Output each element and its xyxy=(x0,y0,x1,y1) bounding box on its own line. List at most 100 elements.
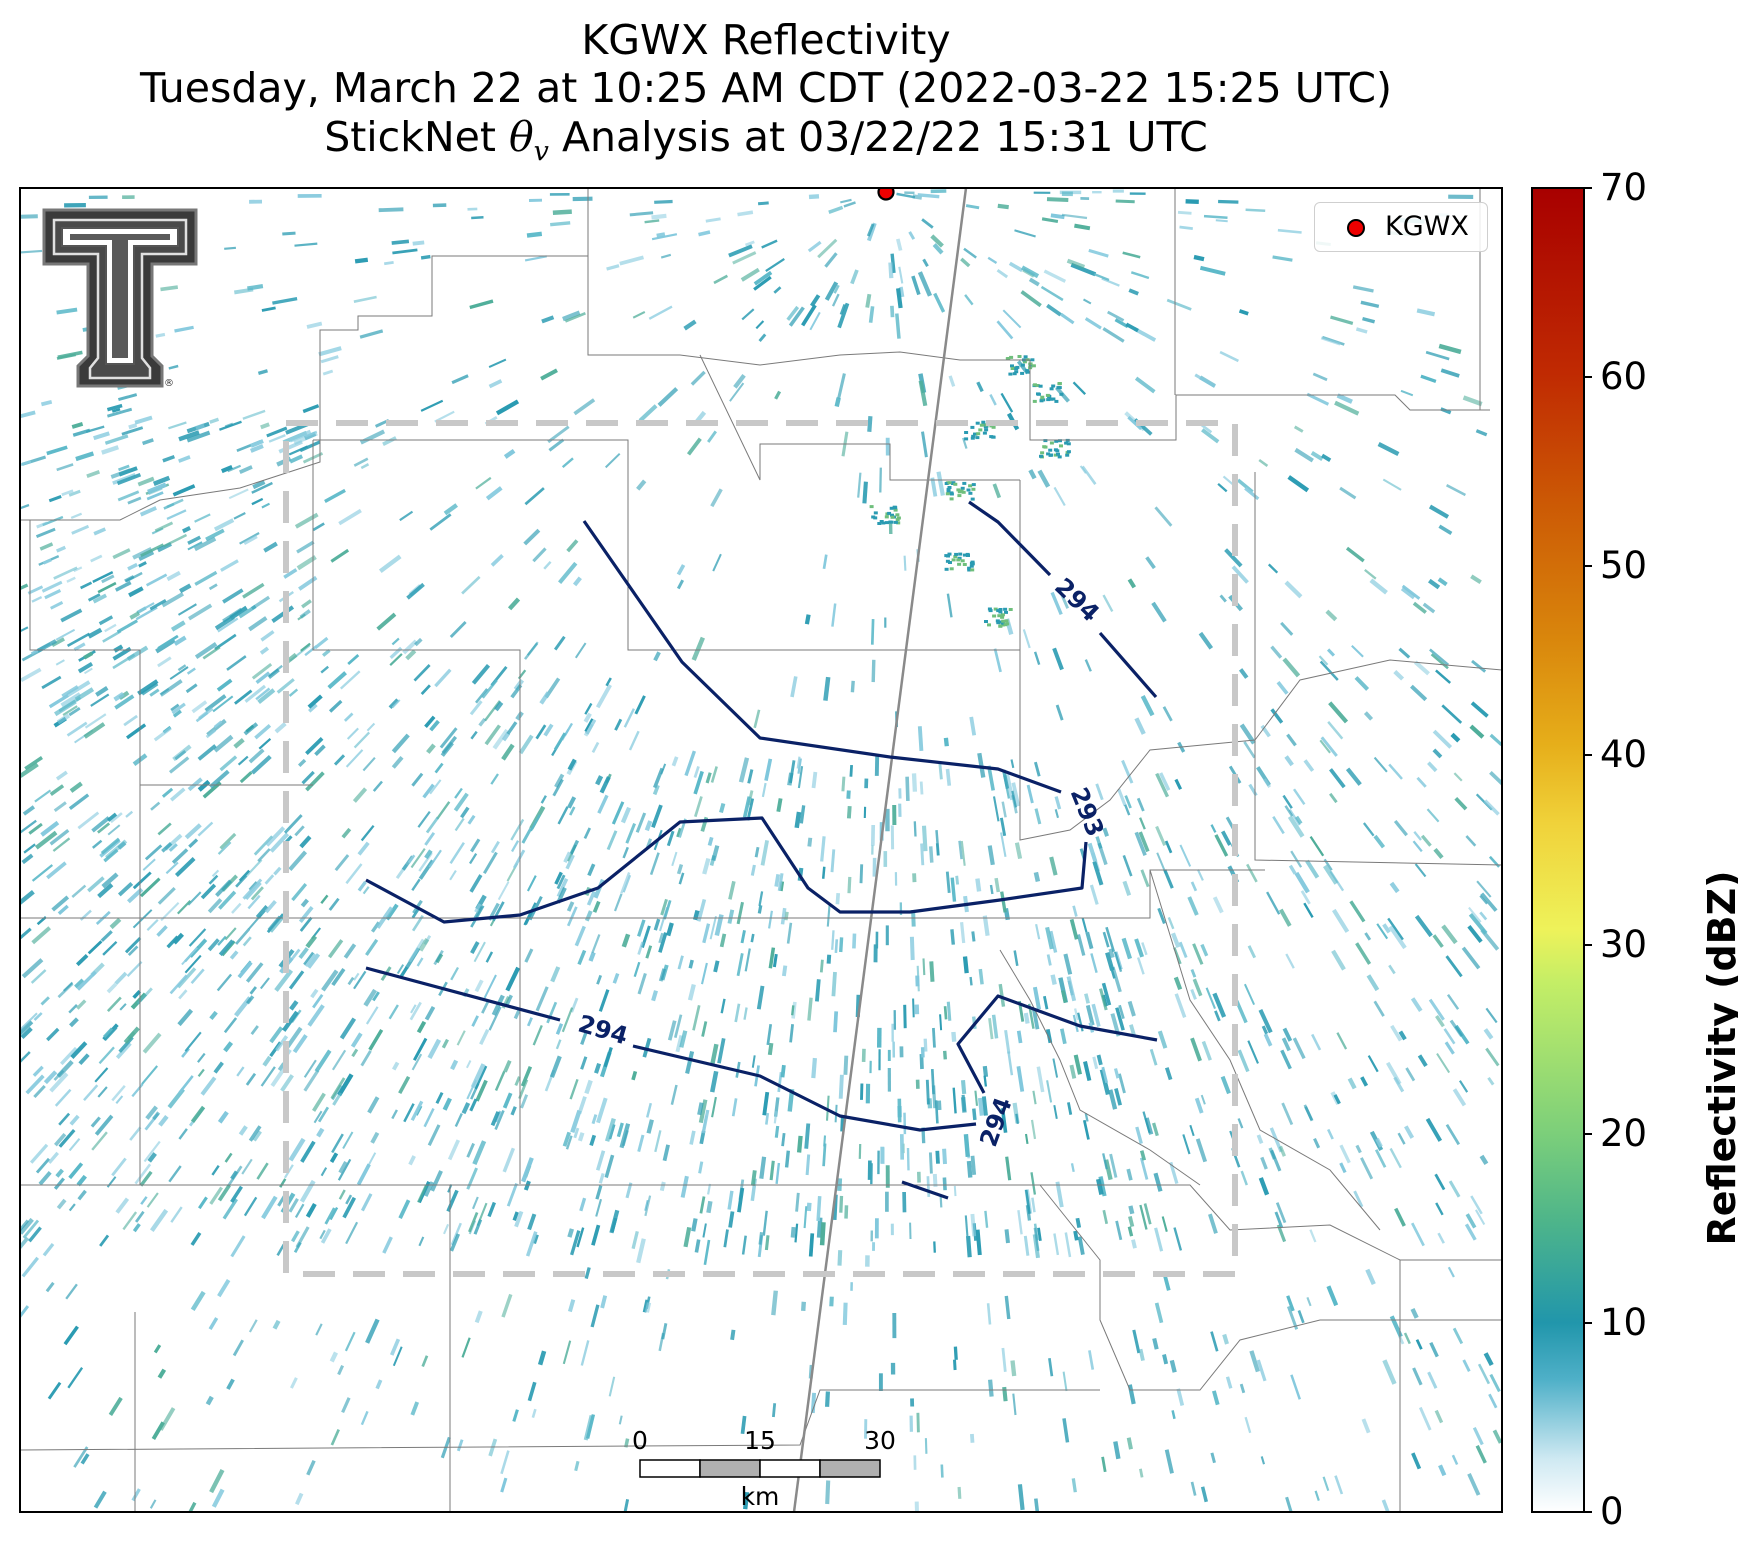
echo-gate xyxy=(1373,834,1386,849)
echo-gate xyxy=(97,1086,108,1098)
echo-gate xyxy=(424,1005,436,1021)
echo-cell xyxy=(997,614,1002,618)
echo-cell xyxy=(982,431,987,435)
echo-gate xyxy=(1187,896,1199,916)
echo-gate xyxy=(293,431,318,445)
echo-gate xyxy=(1390,1024,1403,1042)
echo-gate xyxy=(1154,506,1173,527)
echo-gate xyxy=(919,781,924,795)
echo-gate xyxy=(524,948,534,963)
echo-cell xyxy=(949,491,954,495)
echo-gate xyxy=(507,597,521,611)
echo-gate xyxy=(1074,223,1091,231)
echo-gate xyxy=(644,1195,652,1217)
echo-gate xyxy=(1326,648,1336,657)
echo-gate xyxy=(666,922,674,937)
echo-gate xyxy=(913,821,917,837)
echo-cell xyxy=(896,516,901,520)
echo-cell xyxy=(1006,357,1011,360)
echo-gate xyxy=(1281,1102,1294,1126)
echo-cell xyxy=(991,425,996,429)
echo-gate xyxy=(1203,214,1228,220)
echo-gate xyxy=(1247,1040,1259,1064)
echo-gate xyxy=(1164,1449,1174,1474)
echo-gate xyxy=(618,1415,623,1425)
echo-gate xyxy=(840,198,852,204)
echo-gate xyxy=(447,1139,460,1161)
echo-gate xyxy=(1403,1332,1411,1345)
echo-gate xyxy=(978,968,984,985)
echo-gate xyxy=(145,1105,158,1120)
echo-gate xyxy=(809,311,821,331)
echo-gate xyxy=(155,638,176,654)
echo-gate xyxy=(1221,830,1232,846)
echo-gate xyxy=(294,512,319,529)
echo-gate xyxy=(265,826,286,847)
echo-gate xyxy=(587,863,596,877)
echo-gate xyxy=(93,431,110,441)
echo-gate xyxy=(217,935,227,946)
echo-gate xyxy=(821,866,826,879)
echo-gate xyxy=(777,1072,783,1093)
echo-gate xyxy=(1045,926,1054,950)
echo-cell xyxy=(1045,393,1050,397)
echo-gate xyxy=(595,684,612,709)
echo-gate xyxy=(1101,982,1112,1006)
echo-gate xyxy=(1247,945,1257,959)
echo-gate xyxy=(694,1239,701,1253)
echo-cell xyxy=(992,614,997,618)
echo-gate xyxy=(1127,1226,1134,1237)
echo-gate xyxy=(644,1199,649,1211)
echo-gate xyxy=(127,562,138,571)
echo-gate xyxy=(434,762,444,774)
echo-gate xyxy=(134,1163,152,1185)
echo-gate xyxy=(584,718,594,732)
echo-gate xyxy=(728,1211,735,1228)
echo-gate xyxy=(117,490,140,502)
echo-gate xyxy=(710,766,718,783)
echo-gate xyxy=(1128,1205,1135,1215)
echo-gate xyxy=(273,866,282,876)
echo-gate xyxy=(653,918,661,931)
echo-gate xyxy=(409,1001,422,1021)
echo-gate xyxy=(1141,942,1148,956)
echo-gate xyxy=(474,1065,488,1090)
echo-gate xyxy=(631,1231,639,1250)
echo-gate xyxy=(342,1131,354,1149)
echo-gate xyxy=(781,1132,786,1147)
echo-cell xyxy=(896,521,901,525)
echo-gate xyxy=(119,1003,127,1011)
echo-gate xyxy=(324,488,346,503)
echo-gate xyxy=(591,1114,598,1125)
echo-gate xyxy=(566,906,578,927)
echo-gate xyxy=(1049,930,1058,953)
echo-gate xyxy=(847,876,852,894)
echo-gate xyxy=(1479,895,1488,905)
echo-gate xyxy=(1034,808,1042,825)
echo-gate xyxy=(917,193,940,199)
echo-gate xyxy=(62,705,78,717)
echo-gate xyxy=(1070,262,1097,277)
echo-gate xyxy=(764,1235,770,1251)
echo-gate xyxy=(948,375,956,387)
echo-gate xyxy=(126,645,149,662)
echo-gate xyxy=(501,1293,513,1318)
echo-gate xyxy=(288,850,308,871)
echo-gate xyxy=(92,593,107,604)
echo-gate xyxy=(1256,1359,1267,1382)
echo-gate xyxy=(1435,1202,1444,1216)
echo-gate xyxy=(1263,778,1271,788)
echo-gate xyxy=(569,839,580,855)
echo-gate xyxy=(1073,1008,1079,1021)
echo-gate xyxy=(595,1185,603,1200)
echo-cell xyxy=(1010,364,1014,368)
echo-gate xyxy=(392,1346,403,1367)
echo-gate xyxy=(1389,881,1400,894)
echo-gate xyxy=(1480,892,1498,912)
echo-gate xyxy=(989,884,994,895)
echo-gate xyxy=(938,763,943,780)
echo-gate xyxy=(831,971,837,997)
echo-gate xyxy=(1178,941,1188,959)
echo-gate xyxy=(227,464,242,473)
